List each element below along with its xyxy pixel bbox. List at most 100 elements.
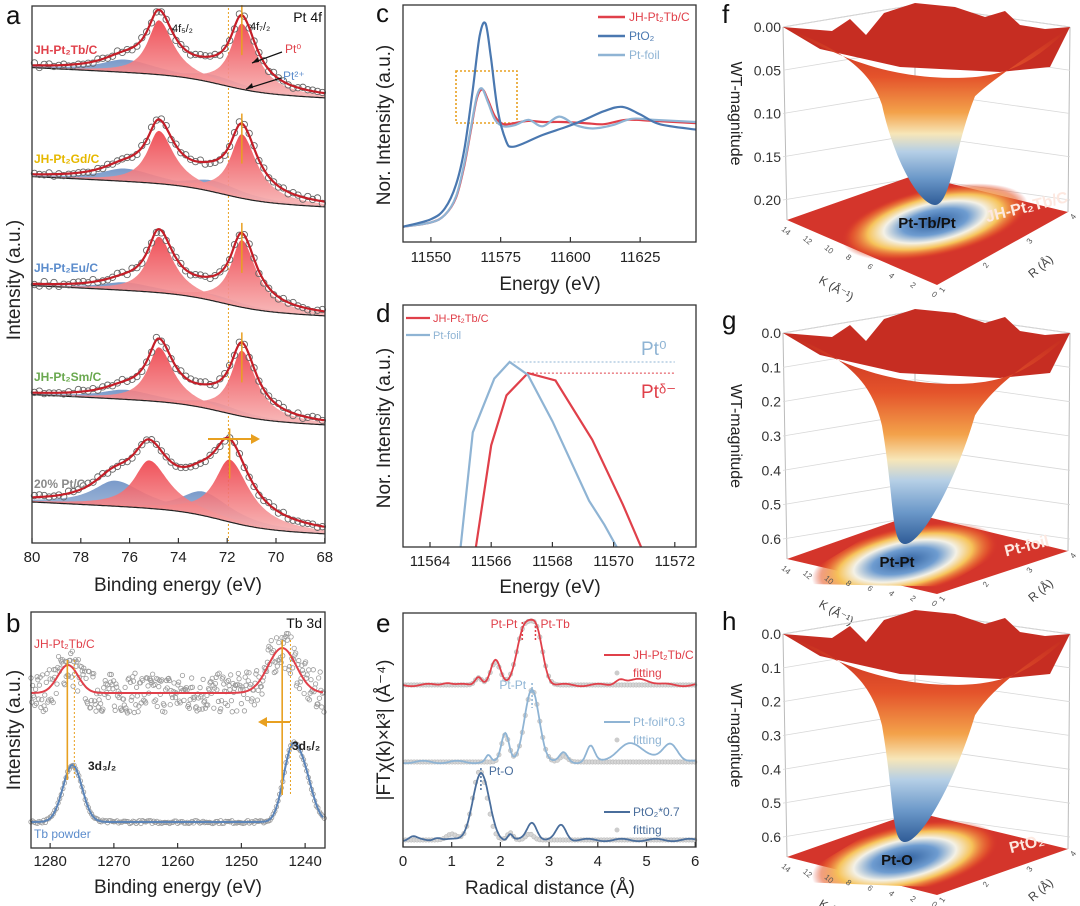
r-tick-label: 2 bbox=[981, 261, 991, 270]
data-point bbox=[133, 684, 140, 690]
data-point bbox=[36, 696, 42, 702]
data-point bbox=[145, 683, 151, 689]
data-point bbox=[199, 706, 205, 712]
data-point bbox=[186, 705, 192, 711]
data-point bbox=[238, 701, 244, 707]
pt0-component-fill bbox=[32, 236, 325, 316]
z-tick-label: 0.20 bbox=[754, 192, 781, 208]
r-tick-label: 1 bbox=[937, 895, 947, 904]
annotation: Pt²⁺ bbox=[283, 69, 305, 83]
data-point bbox=[45, 282, 53, 290]
data-point bbox=[206, 451, 214, 459]
r-tick-label: 2 bbox=[981, 580, 991, 589]
data-point bbox=[129, 694, 135, 700]
envelope-fit-line bbox=[32, 227, 325, 313]
x-tick-label: 11564 bbox=[410, 553, 451, 570]
data-point bbox=[303, 659, 309, 665]
fit-line bbox=[30, 646, 324, 694]
fit-line bbox=[31, 741, 324, 823]
data-point bbox=[157, 8, 165, 16]
surface-rim bbox=[783, 3, 1070, 72]
data-point bbox=[133, 263, 141, 272]
legend-label: fitting bbox=[633, 823, 662, 837]
pt0-component-fill bbox=[32, 350, 325, 425]
r-tick-label: 1 bbox=[937, 594, 947, 603]
data-point bbox=[177, 700, 183, 706]
panel-f: 0.00 0.05 0.10 0.15 0.20 WT-magnitude Pt-Tb/Pt… bbox=[727, 3, 1079, 304]
series-label: JH-Pt₂Tb/C bbox=[34, 637, 95, 651]
data-point bbox=[46, 667, 52, 673]
panel-a: JH-Pt₂Tb/C JH-Pt₂Gd/C JH-Pt₂Eu/C JH-Pt₂Sm/C… bbox=[4, 5, 333, 596]
k-tick-label: 4 bbox=[887, 589, 897, 599]
data-point bbox=[293, 650, 299, 656]
data-point bbox=[245, 678, 251, 684]
pt0-component-fill bbox=[32, 459, 325, 534]
series-label: JH-Pt₂Sm/C bbox=[34, 370, 102, 384]
data-point bbox=[234, 708, 240, 714]
data-point bbox=[267, 645, 274, 651]
data-point bbox=[306, 667, 312, 673]
data-point bbox=[55, 653, 62, 660]
shift-arrow-head-icon bbox=[251, 434, 260, 444]
data-point bbox=[153, 697, 159, 703]
data-point bbox=[255, 48, 263, 57]
data-point bbox=[101, 685, 107, 691]
pt0-component-fill bbox=[32, 130, 325, 207]
data-point bbox=[143, 28, 151, 36]
pt0-component-fill bbox=[32, 347, 325, 425]
panel-c: JH-Pt₂Tb/C PtO₂ Pt-foil 11550 11575 11600 1162… bbox=[374, 10, 697, 295]
data-point bbox=[310, 667, 316, 673]
data-point bbox=[284, 637, 290, 643]
k-axis-title: K (Å⁻¹) bbox=[817, 272, 857, 304]
pt0-component-fill bbox=[32, 134, 325, 207]
k-tick-label: 0 bbox=[930, 290, 940, 300]
data-point bbox=[265, 498, 273, 507]
x-tick-label: 1270 bbox=[97, 853, 130, 870]
data-point bbox=[85, 701, 91, 707]
data-point bbox=[227, 687, 233, 693]
annotation: Pt⁰ bbox=[641, 339, 667, 360]
x-tick-label: 6 bbox=[691, 853, 699, 870]
z-tick-label: 0.2 bbox=[762, 694, 782, 710]
arrow-head-icon bbox=[246, 83, 253, 89]
z-tick-label: 0.0 bbox=[762, 325, 782, 341]
data-point bbox=[299, 667, 306, 673]
floor-heatmap-hotspot bbox=[841, 183, 1029, 261]
data-point bbox=[228, 698, 235, 704]
data-point bbox=[162, 453, 170, 461]
spectrum: JH-Pt₂Eu/C bbox=[30, 222, 327, 317]
x-tick-label: 68 bbox=[316, 549, 333, 566]
panel-label: g bbox=[722, 305, 736, 335]
data-point bbox=[205, 702, 211, 708]
annotation: Pt⁰ bbox=[285, 42, 301, 56]
data-point bbox=[229, 709, 235, 715]
data-point bbox=[255, 687, 261, 693]
r-tick-label: 4 bbox=[1068, 849, 1078, 858]
data-point bbox=[79, 668, 85, 674]
data-point bbox=[39, 672, 46, 678]
data-point bbox=[212, 680, 218, 687]
z-axis-title: WT-magnitude bbox=[727, 683, 744, 787]
panel-label: b bbox=[6, 608, 20, 638]
data-point bbox=[175, 682, 181, 688]
x-tick-label: 11575 bbox=[480, 249, 521, 266]
data-point bbox=[271, 669, 277, 676]
k-tick-label: 6 bbox=[865, 584, 875, 594]
arrow-head-icon bbox=[252, 57, 259, 63]
data-point bbox=[113, 681, 119, 687]
data-point bbox=[102, 678, 108, 684]
panel-c-frame bbox=[402, 4, 697, 243]
data-point bbox=[235, 231, 244, 239]
data-point bbox=[286, 663, 293, 670]
data-point bbox=[240, 231, 248, 239]
data-point bbox=[253, 671, 259, 677]
data-point bbox=[39, 697, 45, 703]
data-point bbox=[218, 706, 224, 712]
surface-funnel bbox=[783, 634, 1070, 842]
x-tick-label: 78 bbox=[72, 549, 89, 566]
data-point bbox=[43, 679, 49, 685]
data-point bbox=[316, 675, 322, 681]
x-tick-label: 1250 bbox=[225, 853, 258, 870]
z-tick-label: 0.2 bbox=[762, 394, 782, 410]
